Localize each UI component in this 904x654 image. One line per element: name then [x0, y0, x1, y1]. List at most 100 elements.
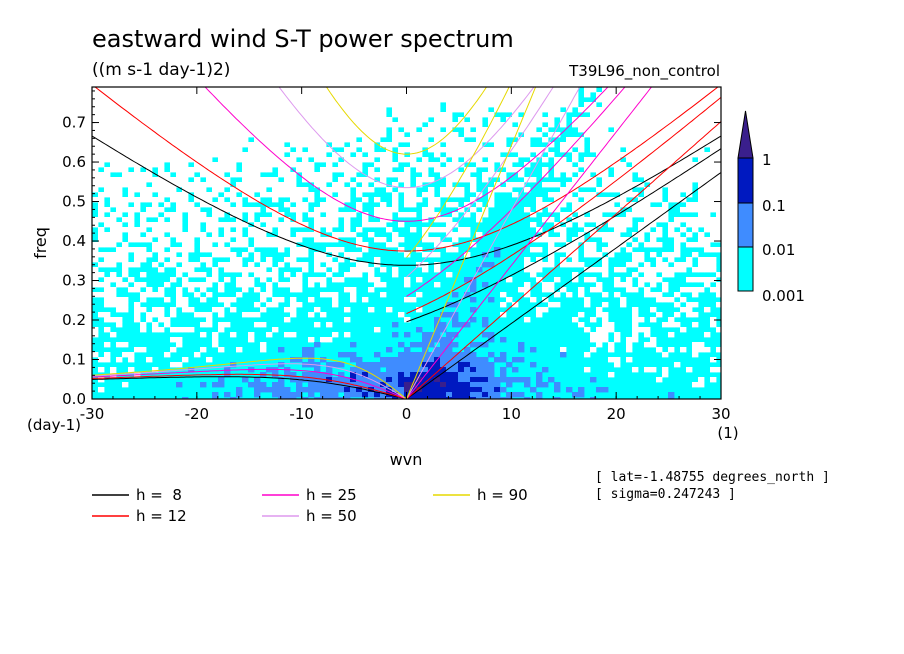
- heatmap-cell: [200, 322, 207, 328]
- heatmap-cell: [398, 212, 405, 218]
- heatmap-cell: [398, 147, 405, 153]
- heatmap-cell: [650, 192, 657, 198]
- heatmap-cell: [428, 202, 435, 208]
- heatmap-cell: [482, 367, 489, 373]
- heatmap-cell: [332, 157, 339, 163]
- heatmap-cell: [710, 107, 717, 113]
- heatmap-cell: [488, 297, 495, 303]
- heatmap-cell: [122, 167, 129, 173]
- heatmap-cell: [380, 157, 387, 163]
- heatmap-cell: [662, 352, 669, 358]
- heatmap-cell: [254, 272, 261, 278]
- heatmap-cell: [644, 217, 651, 223]
- heatmap-cell: [104, 97, 111, 103]
- heatmap-cell: [548, 287, 555, 293]
- heatmap-cell: [668, 227, 675, 233]
- heatmap-cell: [542, 282, 549, 288]
- heatmap-cell: [692, 132, 699, 138]
- heatmap-cell: [284, 227, 291, 233]
- heatmap-cell: [602, 182, 609, 188]
- heatmap-cell: [176, 237, 183, 243]
- heatmap-cell: [530, 247, 537, 253]
- heatmap-cell: [620, 162, 627, 168]
- heatmap-cell: [524, 147, 531, 153]
- heatmap-cell: [254, 117, 261, 123]
- heatmap-cell: [404, 332, 411, 338]
- heatmap-cell: [650, 97, 657, 103]
- heatmap-cell: [716, 207, 721, 213]
- heatmap-cell: [560, 227, 567, 233]
- heatmap-cell: [434, 367, 441, 373]
- heatmap-cell: [212, 382, 219, 388]
- heatmap-cell: [314, 142, 321, 148]
- heatmap-cell: [632, 252, 639, 258]
- heatmap-cell: [464, 372, 471, 378]
- heatmap-cell: [182, 177, 189, 183]
- heatmap-cell: [440, 382, 447, 388]
- heatmap-cell: [446, 352, 453, 358]
- heatmap-cell: [506, 132, 513, 138]
- heatmap-cell: [446, 152, 453, 158]
- heatmap-cell: [140, 222, 147, 228]
- heatmap-cell: [698, 347, 705, 353]
- heatmap-cell: [200, 202, 207, 208]
- heatmap-cell: [704, 217, 711, 223]
- heatmap-cell: [602, 142, 609, 148]
- heatmap-cell: [392, 92, 399, 98]
- heatmap-cell: [170, 147, 177, 153]
- heatmap-cell: [284, 222, 291, 228]
- heatmap-cell: [104, 117, 111, 123]
- heatmap-cell: [296, 152, 303, 158]
- heatmap-cell: [212, 392, 219, 398]
- heatmap-cell: [248, 152, 255, 158]
- heatmap-cell: [656, 262, 663, 268]
- heatmap-cell: [662, 172, 669, 178]
- heatmap-cell: [314, 267, 321, 273]
- heatmap-cell: [368, 132, 375, 138]
- heatmap-cell: [290, 377, 297, 383]
- heatmap-cell: [704, 122, 711, 128]
- heatmap-cell: [614, 217, 621, 223]
- heatmap-cell: [692, 147, 699, 153]
- heatmap-cell: [98, 202, 105, 208]
- heatmap-cell: [428, 377, 435, 383]
- heatmap-cell: [236, 392, 243, 398]
- heatmap-cell: [536, 257, 543, 263]
- heatmap-cell: [662, 102, 669, 108]
- heatmap-cell: [434, 142, 441, 148]
- heatmap-cell: [158, 317, 165, 323]
- heatmap-cell: [278, 387, 285, 393]
- heatmap-cell: [212, 217, 219, 223]
- heatmap-cell: [608, 112, 615, 118]
- heatmap-cell: [116, 232, 123, 238]
- heatmap-cell: [314, 387, 321, 393]
- heatmap-cell: [482, 282, 489, 288]
- heatmap-cell: [698, 242, 705, 248]
- heatmap-cell: [626, 157, 633, 163]
- heatmap-cell: [650, 132, 657, 138]
- heatmap-cell: [224, 297, 231, 303]
- heatmap-cell: [170, 162, 177, 168]
- legend: h = 8h = 12h = 25h = 50h = 90: [92, 486, 528, 525]
- heatmap-cell: [674, 112, 681, 118]
- heatmap-cell: [338, 152, 345, 158]
- heatmap-cell: [704, 262, 711, 268]
- heatmap-cell: [536, 112, 543, 118]
- heatmap-cell: [212, 192, 219, 198]
- heatmap-cell: [716, 182, 721, 188]
- heatmap-cell: [398, 367, 405, 373]
- heatmap-cell: [578, 192, 585, 198]
- heatmap-cell: [620, 167, 627, 173]
- heatmap-cell: [374, 152, 381, 158]
- heatmap-cell: [218, 222, 225, 228]
- heatmap-cell: [494, 172, 501, 178]
- heatmap-cell: [410, 202, 417, 208]
- heatmap-cell: [374, 137, 381, 143]
- heatmap-cell: [500, 92, 507, 98]
- heatmap-cell: [128, 367, 135, 373]
- heatmap-cell: [548, 257, 555, 263]
- heatmap-cell: [110, 122, 117, 128]
- heatmap-cell: [470, 132, 477, 138]
- heatmap-cell: [104, 172, 111, 178]
- heatmap-cell: [356, 242, 363, 248]
